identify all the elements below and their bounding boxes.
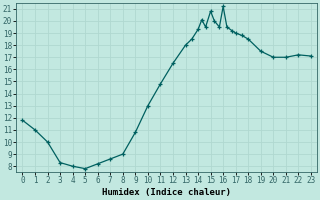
X-axis label: Humidex (Indice chaleur): Humidex (Indice chaleur) [102, 188, 231, 197]
